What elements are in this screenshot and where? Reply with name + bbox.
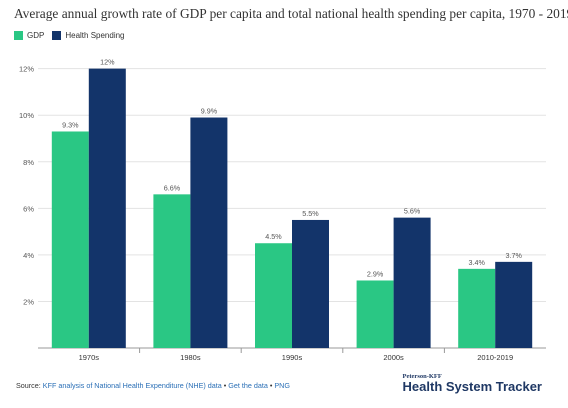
legend-label-gdp: GDP xyxy=(27,31,45,40)
footer-separator: • xyxy=(221,381,229,390)
data-label: 5.5% xyxy=(302,209,319,218)
x-tick-label: 1980s xyxy=(180,353,201,362)
bar-gdp xyxy=(458,268,496,348)
legend-swatch-gdp xyxy=(14,31,23,40)
x-tick-label: 1970s xyxy=(79,353,100,362)
bar-gdp xyxy=(255,243,292,348)
y-tick-label: 10% xyxy=(19,111,34,120)
brand-small-text: Peterson-KFF xyxy=(402,373,442,380)
source-link[interactable]: KFF analysis of National Health Expendit… xyxy=(42,381,222,390)
brand-name: Health System Tracker xyxy=(402,379,542,394)
bar-chart: 2% 4% 6% 8% 10% 12% 9.3% 12% 1970s 6.6% 9.9% 1980s 4… xyxy=(19,58,546,362)
legend-swatch-health xyxy=(52,31,62,40)
data-label: 2.9% xyxy=(367,269,384,278)
data-label: 3.7% xyxy=(506,251,523,260)
data-label: 9.3% xyxy=(62,120,79,129)
bar-health-spending xyxy=(495,261,533,348)
data-label: 3.4% xyxy=(469,258,486,267)
bar-gdp xyxy=(51,131,89,348)
bar-health-spending xyxy=(190,117,228,348)
data-label: 12% xyxy=(100,58,115,67)
source-prefix: Source: xyxy=(16,381,43,390)
source-footer: Source: KFF analysis of National Health … xyxy=(16,381,290,390)
x-tick-label: 2000s xyxy=(383,353,404,362)
legend-item-gdp: GDP xyxy=(14,31,44,40)
bar-gdp xyxy=(356,280,394,348)
chart-legend: GDP Health Spending xyxy=(14,31,133,40)
data-label: 6.6% xyxy=(164,183,181,192)
data-label: 4.5% xyxy=(265,232,282,241)
get-data-link[interactable]: Get the data xyxy=(228,381,268,390)
y-tick-label: 12% xyxy=(19,65,34,74)
y-tick-label: 8% xyxy=(23,158,34,167)
legend-item-health: Health Spending xyxy=(52,31,125,40)
legend-label-health: Health Spending xyxy=(65,31,125,40)
y-tick-label: 2% xyxy=(23,297,34,306)
bar-health-spending xyxy=(88,68,126,348)
y-tick-label: 4% xyxy=(23,251,34,260)
bar-gdp xyxy=(153,194,191,348)
footer-separator: • xyxy=(267,381,275,390)
data-label: 5.6% xyxy=(404,207,421,216)
chart-title: Average annual growth rate of GDP per ca… xyxy=(14,6,568,21)
png-link[interactable]: PNG xyxy=(274,381,290,390)
brand-logo: Peterson-KFF Health System Tracker xyxy=(403,373,542,394)
x-tick-label: 1990s xyxy=(282,353,303,362)
x-tick-label: 2010-2019 xyxy=(477,353,513,362)
bar-health-spending xyxy=(292,219,329,348)
bar-health-spending xyxy=(393,217,431,348)
data-label: 9.9% xyxy=(201,107,218,116)
y-tick-label: 6% xyxy=(23,204,34,213)
